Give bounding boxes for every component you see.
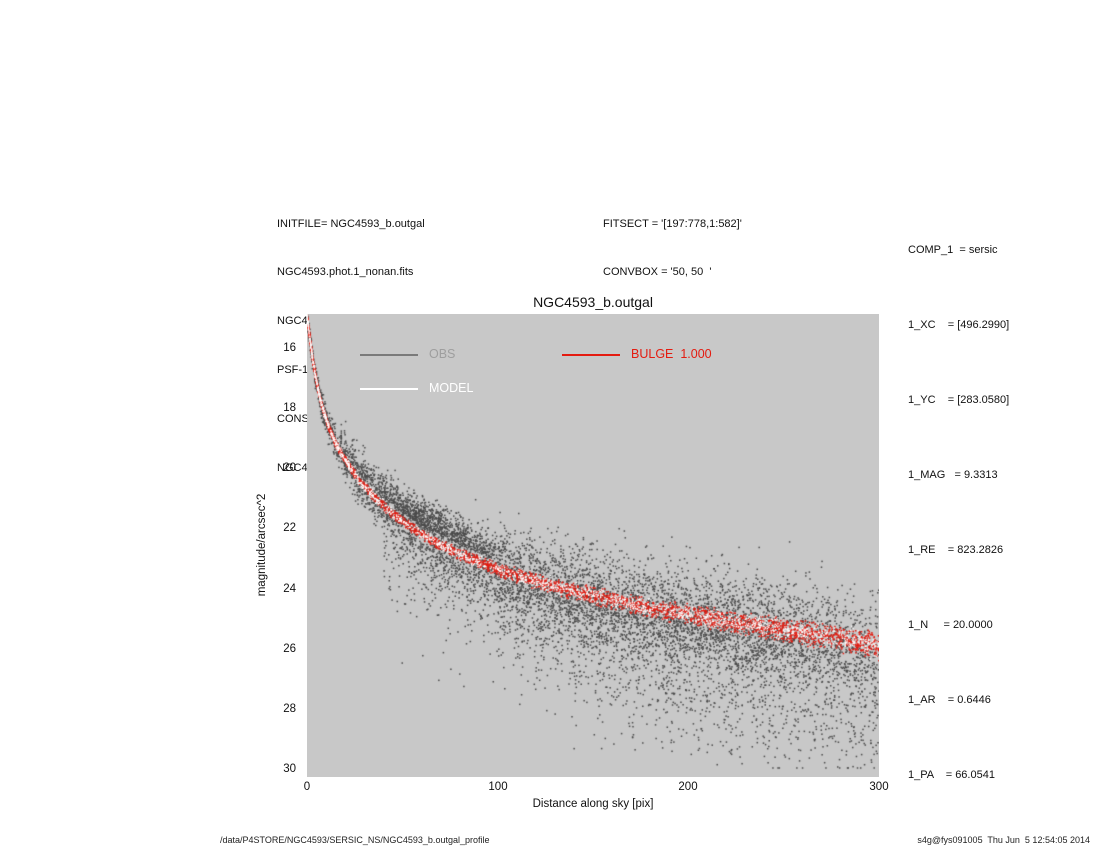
header-line: FITSECT = '[197:778,1:582]' bbox=[603, 217, 742, 230]
y-tick-label: 24 bbox=[283, 583, 296, 595]
legend-bulge-label: BULGE 1.000 bbox=[631, 347, 712, 361]
footer-file-path: /data/P4STORE/NGC4593/SERSIC_NS/NGC4593_… bbox=[220, 835, 490, 845]
y-tick-label: 30 bbox=[283, 763, 296, 775]
y-axis-title: magnitude/arcsec^2 bbox=[256, 493, 268, 597]
plot-title: NGC4593_b.outgal bbox=[533, 294, 653, 310]
y-tick-label: 20 bbox=[283, 462, 296, 474]
fit-param-line: 1_XC = [496.2990] bbox=[908, 319, 1010, 331]
legend-model-line bbox=[360, 388, 418, 390]
x-tick-label: 300 bbox=[869, 781, 889, 793]
x-tick-label: 0 bbox=[303, 781, 311, 793]
footer-timestamp: s4g@fys091005 Thu Jun 5 12:54:05 2014 bbox=[917, 835, 1090, 845]
y-tick-label: 18 bbox=[283, 402, 296, 414]
y-tick-label: 28 bbox=[283, 703, 296, 715]
y-tick-label: 22 bbox=[283, 522, 296, 534]
x-axis-title: Distance along sky [pix] bbox=[532, 798, 654, 810]
fit-param-line: COMP_1 = sersic bbox=[908, 244, 998, 256]
fit-param-line: 1_AR = 0.6446 bbox=[908, 694, 991, 706]
legend-obs-line bbox=[360, 354, 418, 356]
x-tick-label: 100 bbox=[488, 781, 508, 793]
fit-param-line: 1_PA = 66.0541 bbox=[908, 769, 995, 781]
fit-param-line: 1_RE = 823.2826 bbox=[908, 544, 1004, 556]
y-tick-label: 26 bbox=[283, 643, 296, 655]
x-tick-label: 200 bbox=[678, 781, 698, 793]
header-line: NGC4593.phot.1_nonan.fits bbox=[277, 266, 414, 279]
header-line: CONVBOX = '50, 50 ' bbox=[603, 266, 712, 279]
fit-param-line: 1_YC = [283.0580] bbox=[908, 394, 1010, 406]
y-tick-label: 16 bbox=[283, 342, 296, 354]
legend-obs-label: OBS bbox=[429, 347, 456, 361]
legend-model-label: MODEL bbox=[429, 381, 474, 395]
fit-params-panel: COMP_1 = sersic 1_XC = [496.2990] 1_YC =… bbox=[908, 188, 1009, 850]
fit-param-line: 1_N = 20.0000 bbox=[908, 619, 993, 631]
fit-param-line: 1_MAG = 9.3313 bbox=[908, 469, 998, 481]
profile-plot: NGC4593_b.outgal OBS MODEL BULGE 1.000 0… bbox=[256, 294, 889, 810]
profile-scatter-canvas bbox=[307, 314, 879, 777]
header-line: INITFILE= NGC4593_b.outgal bbox=[277, 217, 425, 230]
legend-bulge-line bbox=[562, 354, 620, 356]
chi2-line: Chi2/nu= 31.6517 bbox=[908, 846, 1009, 850]
